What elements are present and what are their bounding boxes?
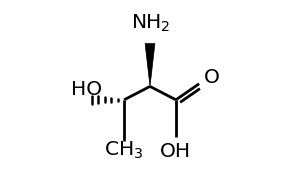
Text: NH$_2$: NH$_2$ <box>131 12 170 34</box>
Text: HO: HO <box>70 80 102 99</box>
Text: CH$_3$: CH$_3$ <box>104 139 144 161</box>
Polygon shape <box>145 44 155 86</box>
Text: O: O <box>204 68 220 87</box>
Text: OH: OH <box>160 141 191 161</box>
